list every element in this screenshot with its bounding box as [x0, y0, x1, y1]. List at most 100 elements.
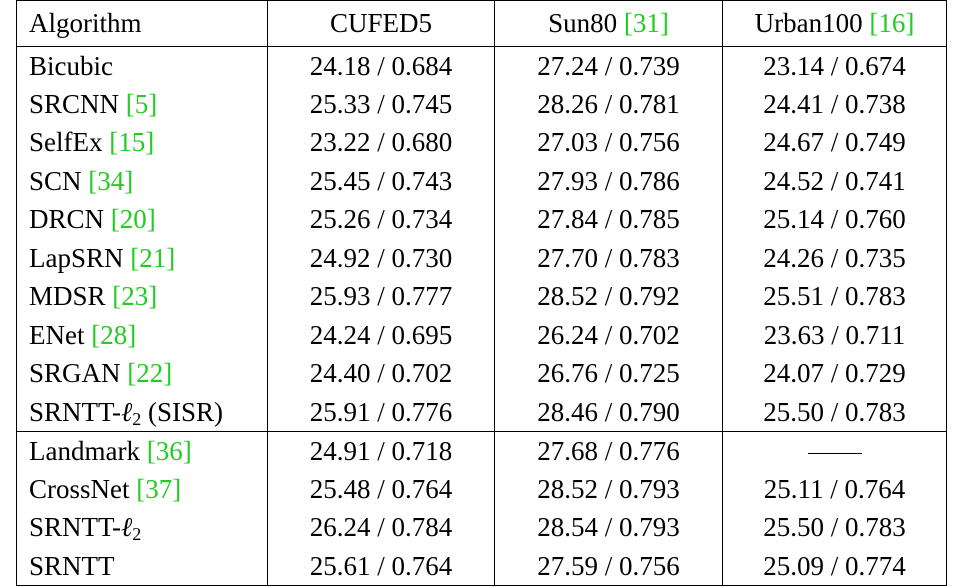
citation-link[interactable]: [5]	[125, 88, 158, 119]
urban100-score: 24.41 / 0.738	[763, 88, 906, 119]
cufed5-score-cell: 25.91 / 0.776	[267, 393, 495, 432]
algorithm-name: Bicubic	[29, 50, 113, 81]
algorithm-cell: MDSR [23]	[16, 277, 268, 316]
cufed5-score-cell: 25.48 / 0.764	[267, 470, 495, 509]
urban100-score: 25.14 / 0.760	[763, 204, 906, 235]
algorithm-cell: CrossNet [37]	[16, 470, 268, 509]
sun80-score-cell: 28.26 / 0.781	[494, 85, 723, 124]
urban100-score: 24.67 / 0.749	[763, 127, 906, 158]
cufed5-score-cell: 24.91 / 0.718	[267, 431, 495, 470]
sun80-score: 27.59 / 0.756	[537, 550, 680, 581]
cufed5-score-cell: 25.45 / 0.743	[267, 162, 495, 201]
algorithm-cell: SRNTT-ℓ2	[16, 508, 268, 547]
cufed5-score-cell: 24.24 / 0.695	[267, 316, 495, 355]
sun80-score-cell: 27.93 / 0.786	[494, 162, 723, 201]
table-row: SRNTT 25.61 / 0.764 27.59 / 0.756 25.09 / 0…	[16, 547, 947, 586]
sun80-score-cell: 28.52 / 0.793	[494, 470, 723, 509]
table-header: Algorithm CUFED5 Sun80 [31] Urban100 [16…	[16, 0, 947, 47]
sun80-score-cell: 26.24 / 0.702	[494, 316, 723, 355]
citation-link[interactable]: [15]	[109, 127, 155, 158]
citation-link[interactable]: [22]	[127, 358, 173, 389]
cufed5-score: 25.61 / 0.764	[309, 550, 453, 581]
sun80-score-cell: 27.84 / 0.785	[494, 200, 723, 239]
cufed5-score: 24.40 / 0.702	[309, 358, 453, 389]
algorithm-cell: SRNTT-ℓ2 (SISR)	[16, 393, 268, 432]
citation-link[interactable]: [31]	[623, 8, 669, 38]
cufed5-score: 24.24 / 0.695	[309, 319, 453, 350]
urban100-score-cell: 24.26 / 0.735	[722, 239, 947, 278]
algorithm-name: CrossNet	[29, 473, 137, 504]
ell-symbol: ℓ	[121, 512, 133, 543]
algorithm-name: Landmark	[29, 435, 147, 466]
urban100-score-cell: 24.41 / 0.738	[722, 85, 947, 124]
urban100-score: 24.52 / 0.741	[763, 165, 906, 196]
urban100-score: 25.51 / 0.783	[763, 281, 906, 312]
refsr-methods-group: Landmark [36] 24.91 / 0.718 27.68 / 0.776 C…	[16, 431, 947, 586]
table-row: MDSR [23] 25.93 / 0.777 28.52 / 0.792 25.51…	[16, 277, 947, 316]
cufed5-score: 25.91 / 0.776	[309, 396, 453, 427]
sun80-score: 28.46 / 0.790	[537, 396, 680, 427]
urban100-score: 24.26 / 0.735	[763, 242, 906, 273]
citation-link[interactable]: [37]	[136, 473, 182, 504]
table-row: DRCN [20] 25.26 / 0.734 27.84 / 0.785 25.14…	[16, 200, 947, 239]
sun80-score-cell: 28.54 / 0.793	[494, 508, 723, 547]
sisr-methods-group: Bicubic 24.18 / 0.684 27.24 / 0.739 23.14 /…	[16, 46, 947, 432]
sun80-score-cell: 27.68 / 0.776	[494, 431, 723, 470]
sun80-score: 27.93 / 0.786	[537, 165, 680, 196]
header-algorithm: Algorithm	[16, 0, 268, 47]
urban100-score-cell: 24.52 / 0.741	[722, 162, 947, 201]
urban100-score: 25.50 / 0.783	[763, 512, 906, 543]
cufed5-score: 25.93 / 0.777	[309, 281, 453, 312]
table-row: Landmark [36] 24.91 / 0.718 27.68 / 0.776	[16, 431, 947, 470]
table-row: CrossNet [37] 25.48 / 0.764 28.52 / 0.793 2…	[16, 470, 947, 509]
algorithm-cell: LapSRN [21]	[16, 239, 268, 278]
citation-link[interactable]: [21]	[130, 242, 176, 273]
algorithm-cell: SRCNN [5]	[16, 85, 268, 124]
ell-symbol: ℓ	[121, 396, 133, 427]
cufed5-score: 23.22 / 0.680	[309, 127, 453, 158]
urban100-score: 25.11 / 0.764	[763, 473, 906, 504]
cufed5-score: 25.26 / 0.734	[309, 204, 453, 235]
sun80-score-cell: 28.46 / 0.790	[494, 393, 723, 432]
urban100-score: 23.14 / 0.674	[763, 50, 906, 81]
urban100-score: 23.63 / 0.711	[763, 319, 906, 350]
algorithm-cell: Landmark [36]	[16, 431, 268, 470]
table-row: SRGAN [22] 24.40 / 0.702 26.76 / 0.725 24.0…	[16, 354, 947, 393]
citation-link[interactable]: [23]	[112, 281, 158, 312]
cufed5-score-cell: 25.26 / 0.734	[267, 200, 495, 239]
cufed5-score-cell: 24.40 / 0.702	[267, 354, 495, 393]
sun80-score: 27.03 / 0.756	[537, 127, 680, 158]
table-row: ENet [28] 24.24 / 0.695 26.24 / 0.702 23.63…	[16, 316, 947, 355]
algorithm-cell: SRNTT	[16, 547, 268, 586]
algorithm-suffix: (SISR)	[141, 396, 224, 427]
urban100-score-cell	[722, 431, 947, 470]
cufed5-score: 24.91 / 0.718	[309, 435, 453, 466]
table-row: SRNTT-ℓ2 26.24 / 0.784 28.54 / 0.793 25.50 …	[16, 508, 947, 547]
cufed5-score-cell: 24.18 / 0.684	[267, 46, 495, 85]
algorithm-cell: SCN [34]	[16, 162, 268, 201]
results-table: Algorithm CUFED5 Sun80 [31] Urban100 [16…	[16, 0, 947, 586]
header-urban100: Urban100 [16]	[722, 0, 947, 47]
urban100-score-cell: 24.07 / 0.729	[722, 354, 947, 393]
citation-link[interactable]: [28]	[91, 319, 137, 350]
cufed5-score-cell: 25.93 / 0.777	[267, 277, 495, 316]
citation-link[interactable]: [36]	[146, 435, 192, 466]
ell-subscript: 2	[132, 408, 142, 429]
citation-link[interactable]: [34]	[88, 165, 134, 196]
urban100-score-cell: 24.67 / 0.749	[722, 123, 947, 162]
results-table-container: Algorithm CUFED5 Sun80 [31] Urban100 [16…	[16, 0, 947, 586]
algorithm-name: SRNTT-	[29, 512, 122, 543]
cufed5-score-cell: 25.33 / 0.745	[267, 85, 495, 124]
sun80-score: 27.24 / 0.739	[537, 50, 680, 81]
sun80-score: 27.70 / 0.783	[537, 242, 680, 273]
algorithm-name: SRNTT	[29, 550, 115, 581]
cufed5-score: 25.48 / 0.764	[309, 473, 453, 504]
cufed5-score-cell: 24.92 / 0.730	[267, 239, 495, 278]
urban100-score-cell: 25.50 / 0.783	[722, 508, 947, 547]
table-row: Bicubic 24.18 / 0.684 27.24 / 0.739 23.14 /…	[16, 46, 947, 85]
citation-link[interactable]: [16]	[869, 8, 915, 38]
urban100-score-cell: 25.09 / 0.774	[722, 547, 947, 586]
citation-link[interactable]: [20]	[110, 204, 156, 235]
cufed5-score: 24.18 / 0.684	[309, 50, 453, 81]
urban100-score-cell: 25.51 / 0.783	[722, 277, 947, 316]
